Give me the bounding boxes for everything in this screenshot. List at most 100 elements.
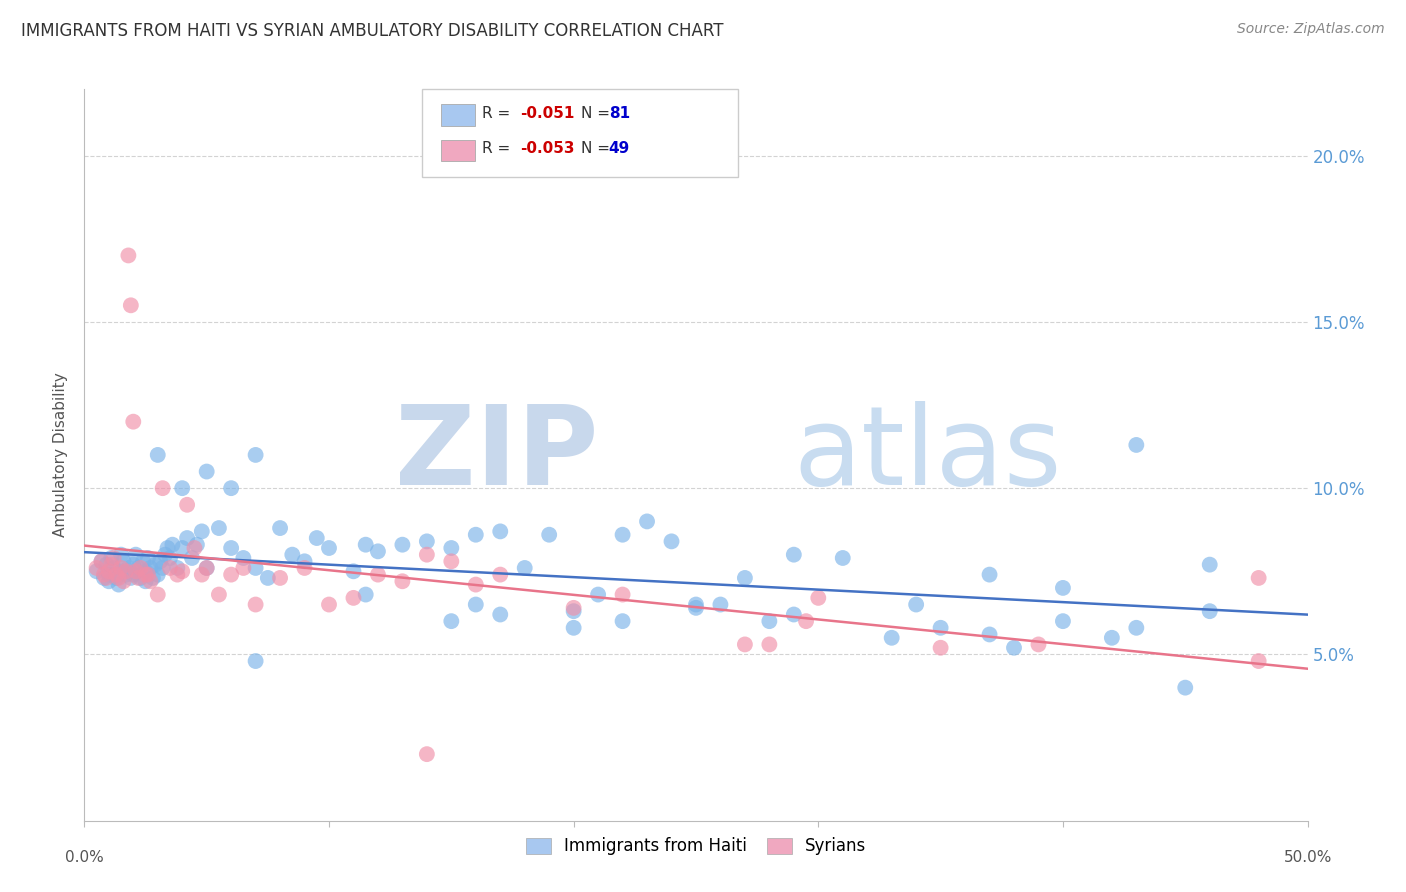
Point — [612, 588, 634, 602]
Point — [135, 564, 157, 578]
Point — [538, 527, 561, 541]
Point — [586, 588, 609, 602]
Point — [281, 548, 304, 562]
Point — [143, 558, 166, 572]
Point — [159, 561, 181, 575]
Point — [86, 564, 108, 578]
Point — [1052, 581, 1074, 595]
Point — [96, 558, 118, 572]
Point — [294, 554, 316, 568]
Point — [107, 577, 129, 591]
Point — [734, 571, 756, 585]
Point — [1247, 654, 1270, 668]
Point — [90, 554, 112, 568]
Point — [90, 554, 112, 568]
Point — [86, 561, 108, 575]
Point — [195, 561, 218, 575]
Point — [294, 561, 316, 575]
Point — [195, 561, 218, 575]
Point — [440, 614, 463, 628]
Point — [979, 567, 1001, 582]
Point — [1198, 604, 1220, 618]
Point — [979, 627, 1001, 641]
Point — [367, 567, 389, 582]
Point — [245, 654, 267, 668]
Point — [146, 588, 169, 602]
Point — [1002, 640, 1025, 655]
Point — [318, 598, 340, 612]
Point — [269, 571, 291, 585]
Point — [120, 298, 142, 312]
Text: 81: 81 — [609, 106, 630, 120]
Point — [342, 591, 364, 605]
Point — [783, 607, 806, 622]
Point — [489, 524, 512, 539]
Point — [612, 527, 634, 541]
Point — [416, 747, 439, 761]
Point — [391, 574, 413, 589]
Point — [354, 538, 377, 552]
Text: N =: N = — [581, 142, 614, 156]
Point — [135, 567, 157, 582]
Point — [105, 567, 128, 582]
Point — [709, 598, 731, 612]
Point — [245, 448, 267, 462]
Point — [562, 621, 585, 635]
Point — [146, 567, 169, 582]
Legend: Immigrants from Haiti, Syrians: Immigrants from Haiti, Syrians — [517, 829, 875, 863]
Point — [245, 598, 267, 612]
Point — [97, 574, 120, 589]
Point — [136, 567, 159, 582]
Point — [354, 588, 377, 602]
Point — [93, 567, 115, 582]
Point — [97, 564, 120, 578]
Point — [440, 554, 463, 568]
Point — [464, 527, 486, 541]
Point — [117, 561, 139, 575]
Text: R =: R = — [482, 142, 516, 156]
Point — [562, 600, 585, 615]
Text: 0.0%: 0.0% — [65, 850, 104, 865]
Point — [139, 574, 162, 589]
Point — [219, 541, 242, 555]
Point — [929, 640, 952, 655]
Point — [110, 561, 132, 575]
Point — [1174, 681, 1197, 695]
Point — [172, 481, 194, 495]
Point — [794, 614, 817, 628]
Point — [636, 515, 658, 529]
Point — [103, 551, 125, 566]
Point — [152, 481, 174, 495]
Point — [166, 567, 188, 582]
Point — [186, 538, 208, 552]
Text: ZIP: ZIP — [395, 401, 598, 508]
Point — [489, 567, 512, 582]
Point — [127, 561, 149, 575]
Point — [142, 571, 165, 585]
Point — [107, 571, 129, 585]
Point — [1101, 631, 1123, 645]
Point — [318, 541, 340, 555]
Point — [440, 541, 463, 555]
Point — [162, 538, 184, 552]
Point — [127, 571, 149, 585]
Point — [172, 541, 194, 555]
Text: 49: 49 — [609, 142, 630, 156]
Text: atlas: atlas — [794, 401, 1063, 508]
Point — [110, 564, 132, 578]
Point — [156, 541, 179, 555]
Point — [105, 571, 128, 585]
Point — [176, 531, 198, 545]
Point — [562, 604, 585, 618]
Point — [191, 567, 214, 582]
Point — [103, 561, 125, 575]
Point — [464, 577, 486, 591]
Point — [132, 554, 155, 568]
Text: N =: N = — [581, 106, 614, 120]
Point — [195, 465, 218, 479]
Point — [1247, 571, 1270, 585]
Point — [146, 448, 169, 462]
Point — [489, 607, 512, 622]
Point — [120, 571, 142, 585]
Point — [416, 548, 439, 562]
